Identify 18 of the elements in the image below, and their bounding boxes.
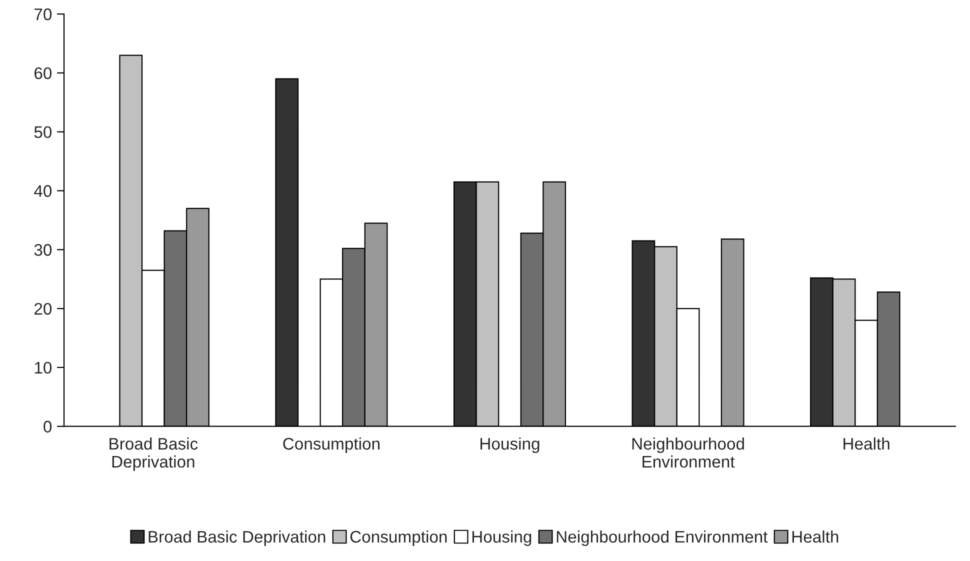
legend-label: Housing xyxy=(472,530,532,546)
legend-label: Health xyxy=(792,530,838,543)
x-tick-label: Broad Basic Deprivation xyxy=(110,437,198,471)
legend-label: Broad Basic Deprivation xyxy=(148,530,326,546)
y-tick-label: 10 xyxy=(34,362,52,374)
y-tick-label: 70 xyxy=(34,8,52,20)
y-tick-label: 40 xyxy=(34,185,52,197)
y-tick-label: 60 xyxy=(34,67,52,80)
y-tick-label: 30 xyxy=(34,244,52,256)
x-tick-label: Consumption xyxy=(283,437,380,454)
y-tick-label: 0 xyxy=(44,420,52,433)
y-tick-label: 50 xyxy=(34,126,52,138)
legend-label: Consumption xyxy=(350,530,447,546)
legend-label: Neighbourhood Environment xyxy=(556,530,768,546)
x-tick-label: Neighbourhood Environment xyxy=(632,437,744,468)
x-tick-label: Health xyxy=(844,437,890,450)
y-tick-label: 20 xyxy=(34,302,52,315)
x-tick-label: Housing xyxy=(480,437,540,454)
